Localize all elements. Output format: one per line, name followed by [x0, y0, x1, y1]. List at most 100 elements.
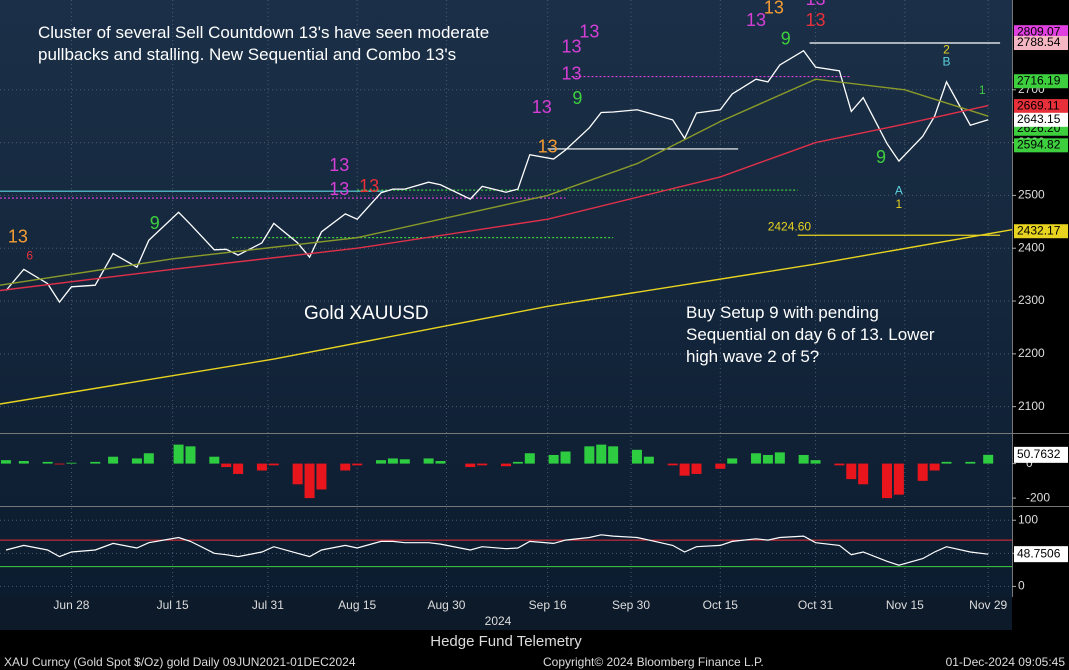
x-tick-label: Sep 16 — [529, 598, 567, 612]
footer-text: 01-Dec-2024 09:05:45 — [945, 655, 1065, 669]
bar — [548, 454, 559, 464]
price-label-box — [1014, 36, 1068, 51]
price-label: 2594.82 — [1017, 137, 1061, 151]
x-tick-label: Nov 15 — [886, 598, 924, 612]
bar — [941, 461, 952, 464]
bar — [399, 459, 410, 464]
bar — [221, 463, 232, 468]
x-tick-label: Nov 29 — [969, 598, 1007, 612]
bar — [477, 463, 488, 466]
moving-average — [0, 104, 989, 292]
td-count: 13 — [532, 97, 552, 117]
indicator-line — [5, 534, 989, 566]
bar — [560, 451, 571, 464]
price-label: 2809.07 — [1017, 24, 1061, 38]
bar — [233, 463, 244, 474]
bar — [375, 460, 386, 464]
bar — [268, 463, 279, 466]
td-count: 13 — [746, 10, 766, 30]
bar — [423, 458, 434, 464]
td-count: 13 — [561, 64, 581, 84]
td-count: 2 — [943, 42, 950, 56]
moving-average — [0, 78, 989, 286]
bar — [42, 461, 53, 464]
level-label: 2424.60 — [768, 219, 812, 233]
x-tick-label: Sep 30 — [612, 598, 650, 612]
td-count: 9 — [150, 213, 160, 233]
td-count: 13 — [538, 137, 558, 157]
price-label: 2432.17 — [1017, 223, 1061, 237]
bar — [501, 463, 511, 467]
last-value-label: 50.7632 — [1017, 447, 1061, 461]
x-year-label: 2024 — [485, 614, 512, 628]
last-value-label: 48.7506 — [1017, 546, 1061, 560]
bar — [881, 463, 892, 499]
bar — [774, 452, 785, 464]
bar — [917, 463, 928, 481]
x-tick-label: Jul 15 — [157, 598, 189, 612]
bar — [66, 462, 77, 464]
note: Gold XAUUSD — [304, 303, 429, 324]
bar — [858, 463, 869, 485]
td-count: 13 — [329, 179, 349, 199]
td-count: 13 — [8, 226, 28, 246]
bar — [512, 461, 523, 464]
y-tick-label: 2200 — [1018, 346, 1045, 360]
bar — [893, 463, 904, 495]
x-tick-label: Jul 31 — [252, 598, 284, 612]
bar — [929, 463, 940, 471]
bar — [810, 460, 821, 464]
price-label-box — [1014, 25, 1068, 40]
bar — [316, 463, 327, 490]
price-label-box — [1014, 138, 1068, 153]
price-label-box — [1014, 224, 1068, 239]
bar — [185, 446, 196, 464]
price-label: 2716.19 — [1017, 73, 1061, 87]
bar — [631, 449, 642, 464]
bar — [54, 463, 65, 465]
bar — [846, 463, 857, 480]
bar — [90, 461, 101, 464]
plot-background — [0, 0, 1012, 597]
bar — [304, 463, 315, 499]
axis-background — [0, 597, 1012, 630]
td-count: 13 — [561, 36, 581, 56]
x-tick-label: Oct 31 — [798, 598, 834, 612]
td-count: 1 — [896, 197, 903, 211]
x-tick-label: Aug 15 — [338, 598, 376, 612]
bar — [727, 458, 738, 464]
bar — [679, 463, 690, 476]
last-value-box — [1014, 546, 1068, 563]
last-price-label: 2643.15 — [1017, 112, 1061, 126]
x-tick-label: Oct 15 — [703, 598, 739, 612]
last-value-box — [1014, 446, 1068, 463]
td-count: 9 — [876, 147, 886, 167]
bar — [762, 454, 773, 464]
bar — [108, 456, 119, 464]
price-label-box — [1014, 74, 1068, 89]
bar — [834, 463, 845, 466]
td-count: 1 — [979, 83, 986, 97]
td-count: 9 — [572, 88, 582, 108]
y-tick-label: 2100 — [1018, 399, 1045, 413]
y-tick-label: 0 — [1018, 579, 1025, 593]
bar — [715, 463, 726, 469]
bar — [131, 458, 142, 464]
bar — [173, 444, 184, 464]
note: Buy Setup 9 with pending Sequential on d… — [686, 303, 935, 366]
bar — [209, 456, 220, 464]
price-label: 2788.54 — [1017, 35, 1061, 49]
footer-text: Hedge Fund Telemetry — [430, 633, 582, 650]
td-count: 13 — [359, 176, 379, 196]
y-tick-label: 2300 — [1018, 293, 1045, 307]
td-count: B — [943, 54, 951, 68]
footer-text: Copyright© 2024 Bloomberg Finance L.P. — [543, 655, 764, 669]
td-count: 9 — [781, 28, 791, 48]
note: Cluster of several Sell Countdown 13's h… — [38, 23, 490, 64]
bar — [965, 461, 976, 464]
td-count: A — [895, 183, 903, 197]
bar — [387, 458, 398, 464]
bar — [524, 453, 535, 464]
